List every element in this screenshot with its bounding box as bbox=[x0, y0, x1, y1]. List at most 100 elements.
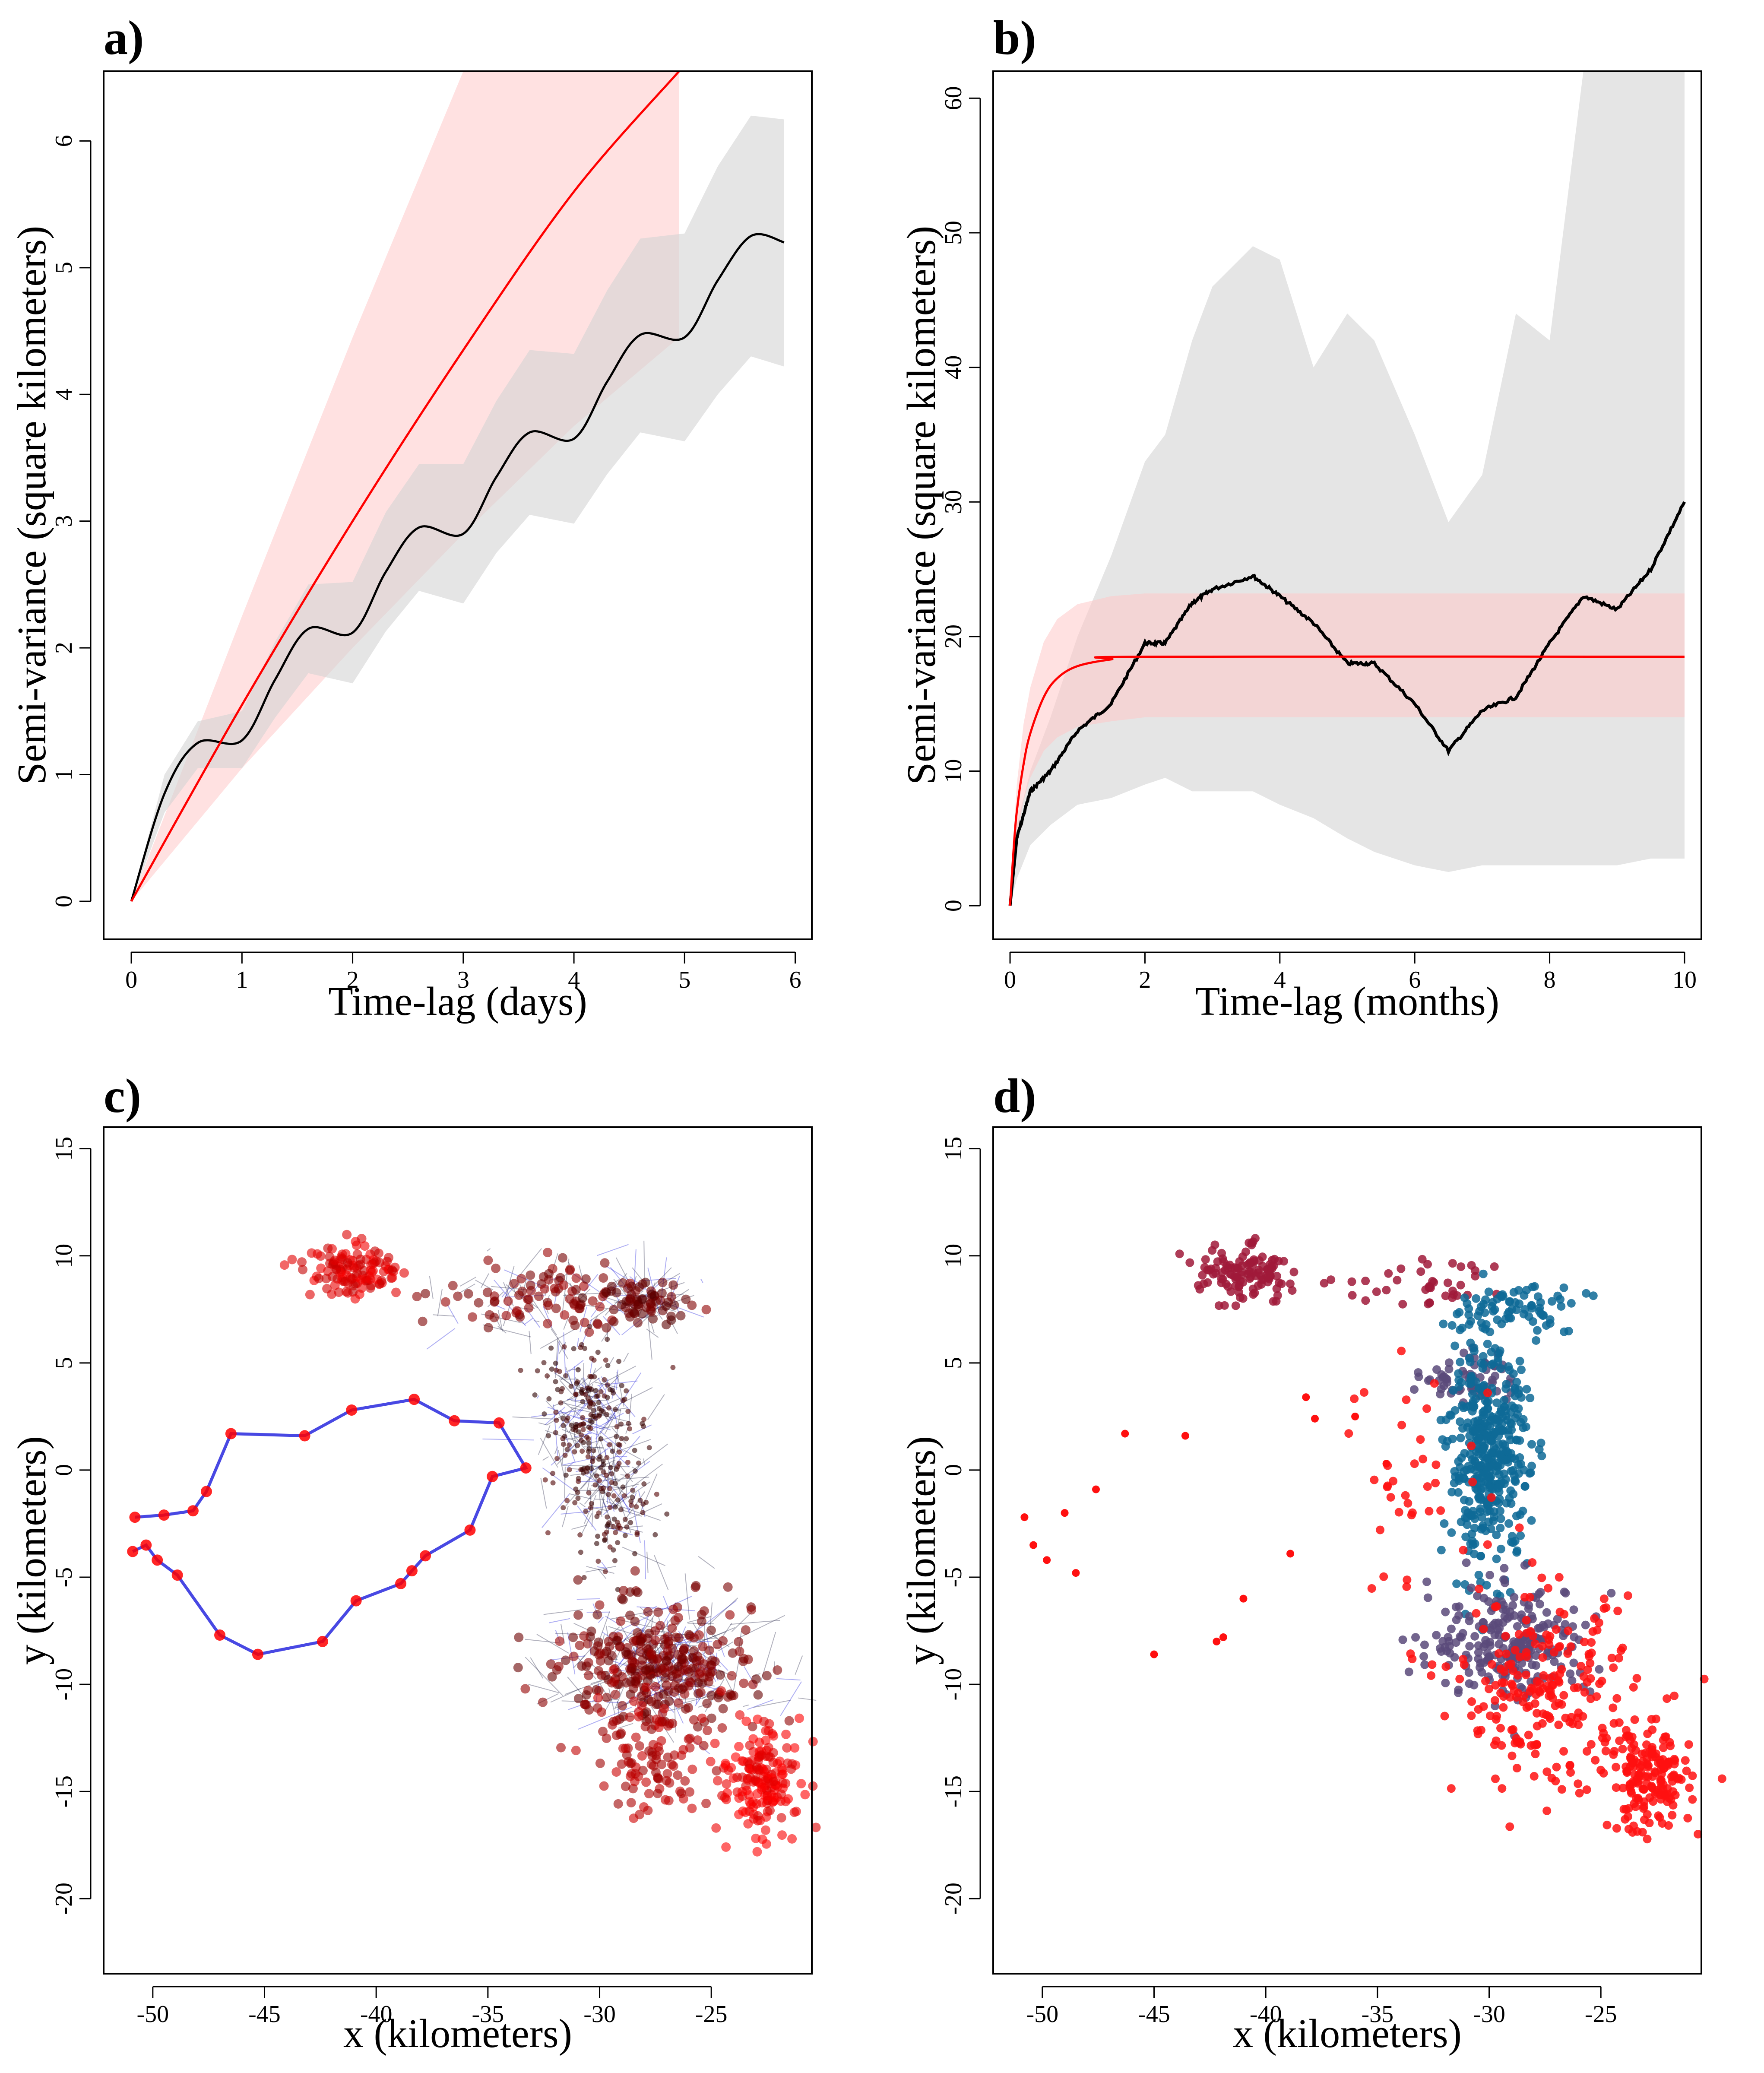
location-point bbox=[703, 1725, 713, 1735]
location-point bbox=[1422, 1404, 1431, 1413]
x-tick-label: -45 bbox=[1138, 2001, 1170, 2028]
location-point bbox=[633, 1588, 643, 1598]
movement-link bbox=[557, 1340, 568, 1359]
location-point bbox=[605, 1382, 610, 1388]
location-point bbox=[579, 1432, 584, 1438]
movement-link bbox=[611, 1442, 615, 1471]
location-point bbox=[1411, 1633, 1420, 1642]
location-point bbox=[1410, 1385, 1419, 1394]
plot-area bbox=[1020, 1234, 1726, 1844]
x-tick-label: -25 bbox=[695, 2001, 728, 2028]
y-tick-label: -15 bbox=[940, 1775, 967, 1808]
location-point bbox=[587, 1417, 593, 1423]
plot-frame bbox=[992, 70, 1702, 940]
location-point bbox=[1552, 1625, 1561, 1634]
location-point bbox=[569, 1422, 574, 1428]
location-point bbox=[1478, 1521, 1487, 1530]
location-point bbox=[1501, 1632, 1510, 1641]
location-point bbox=[1512, 1548, 1521, 1557]
plot-frame bbox=[103, 1126, 813, 1975]
movement-link bbox=[595, 1414, 613, 1440]
location-point bbox=[1150, 1650, 1158, 1658]
location-point bbox=[706, 1756, 716, 1766]
location-points bbox=[279, 1230, 821, 1857]
track-point bbox=[317, 1636, 329, 1647]
location-point bbox=[782, 1743, 792, 1753]
location-point bbox=[594, 1473, 599, 1479]
location-point bbox=[1633, 1827, 1642, 1836]
movement-link bbox=[603, 1502, 607, 1507]
location-point bbox=[1350, 1394, 1359, 1403]
location-point bbox=[563, 1373, 569, 1379]
location-point bbox=[1480, 1658, 1489, 1667]
location-point bbox=[697, 1713, 707, 1723]
model-semivariance-line bbox=[1009, 655, 1685, 906]
location-point bbox=[1607, 1588, 1616, 1598]
movement-link bbox=[561, 1458, 593, 1466]
location-point bbox=[1497, 1741, 1506, 1750]
location-point bbox=[1545, 1714, 1555, 1723]
track-point bbox=[493, 1417, 505, 1429]
location-point bbox=[773, 1665, 782, 1675]
location-point bbox=[646, 1445, 652, 1451]
location-point bbox=[1520, 1305, 1530, 1314]
location-point bbox=[1286, 1550, 1295, 1558]
location-point bbox=[616, 1461, 622, 1466]
x-tick-label: -40 bbox=[1250, 2001, 1282, 2028]
location-point bbox=[1527, 1461, 1536, 1471]
movement-link bbox=[597, 1380, 638, 1386]
location-point bbox=[637, 1751, 647, 1761]
location-point bbox=[608, 1464, 614, 1470]
location-point bbox=[704, 1672, 714, 1682]
location-point bbox=[509, 1279, 519, 1289]
location-point bbox=[1457, 1262, 1466, 1271]
location-point bbox=[582, 1346, 588, 1351]
location-point bbox=[571, 1273, 581, 1283]
location-point bbox=[334, 1287, 344, 1297]
location-point bbox=[1247, 1258, 1256, 1267]
location-point bbox=[575, 1640, 585, 1650]
location-point bbox=[1539, 1620, 1548, 1629]
location-point bbox=[1531, 1750, 1540, 1759]
location-point bbox=[542, 1319, 552, 1328]
location-point bbox=[1452, 1579, 1461, 1588]
location-point bbox=[595, 1600, 605, 1610]
location-point bbox=[1621, 1732, 1631, 1741]
location-point bbox=[618, 1595, 628, 1605]
location-point bbox=[1639, 1785, 1648, 1794]
location-point bbox=[610, 1388, 615, 1393]
location-point bbox=[1644, 1761, 1653, 1770]
location-point bbox=[1398, 1300, 1407, 1309]
movement-link bbox=[572, 1378, 583, 1395]
movement-link bbox=[538, 1422, 548, 1426]
movement-link bbox=[668, 1690, 684, 1724]
location-point bbox=[1473, 1435, 1482, 1444]
location-point bbox=[618, 1525, 623, 1531]
location-point bbox=[618, 1278, 628, 1288]
movement-link bbox=[433, 1314, 455, 1317]
movement-link bbox=[574, 1366, 576, 1406]
location-point bbox=[1327, 1275, 1336, 1284]
location-point bbox=[1249, 1290, 1258, 1299]
location-point bbox=[1516, 1531, 1525, 1540]
location-point bbox=[1416, 1267, 1425, 1276]
location-point bbox=[661, 1301, 671, 1311]
location-point bbox=[671, 1632, 681, 1642]
movement-link bbox=[560, 1380, 573, 1395]
location-point bbox=[753, 1690, 763, 1700]
location-point bbox=[546, 1659, 556, 1669]
location-point bbox=[1456, 1433, 1465, 1442]
y-axis-title: y (kilometers) bbox=[10, 1436, 54, 1665]
location-point bbox=[1440, 1712, 1449, 1721]
location-point bbox=[357, 1283, 367, 1293]
location-point bbox=[555, 1273, 565, 1283]
location-point bbox=[704, 1645, 714, 1655]
y-tick-label: -15 bbox=[51, 1775, 77, 1808]
location-point bbox=[619, 1436, 624, 1441]
location-point bbox=[1681, 1756, 1690, 1765]
location-point bbox=[632, 1468, 638, 1474]
movement-link bbox=[525, 1639, 560, 1644]
y-tick-label: -10 bbox=[940, 1668, 967, 1701]
movement-link bbox=[663, 1596, 670, 1610]
location-point bbox=[636, 1460, 642, 1466]
